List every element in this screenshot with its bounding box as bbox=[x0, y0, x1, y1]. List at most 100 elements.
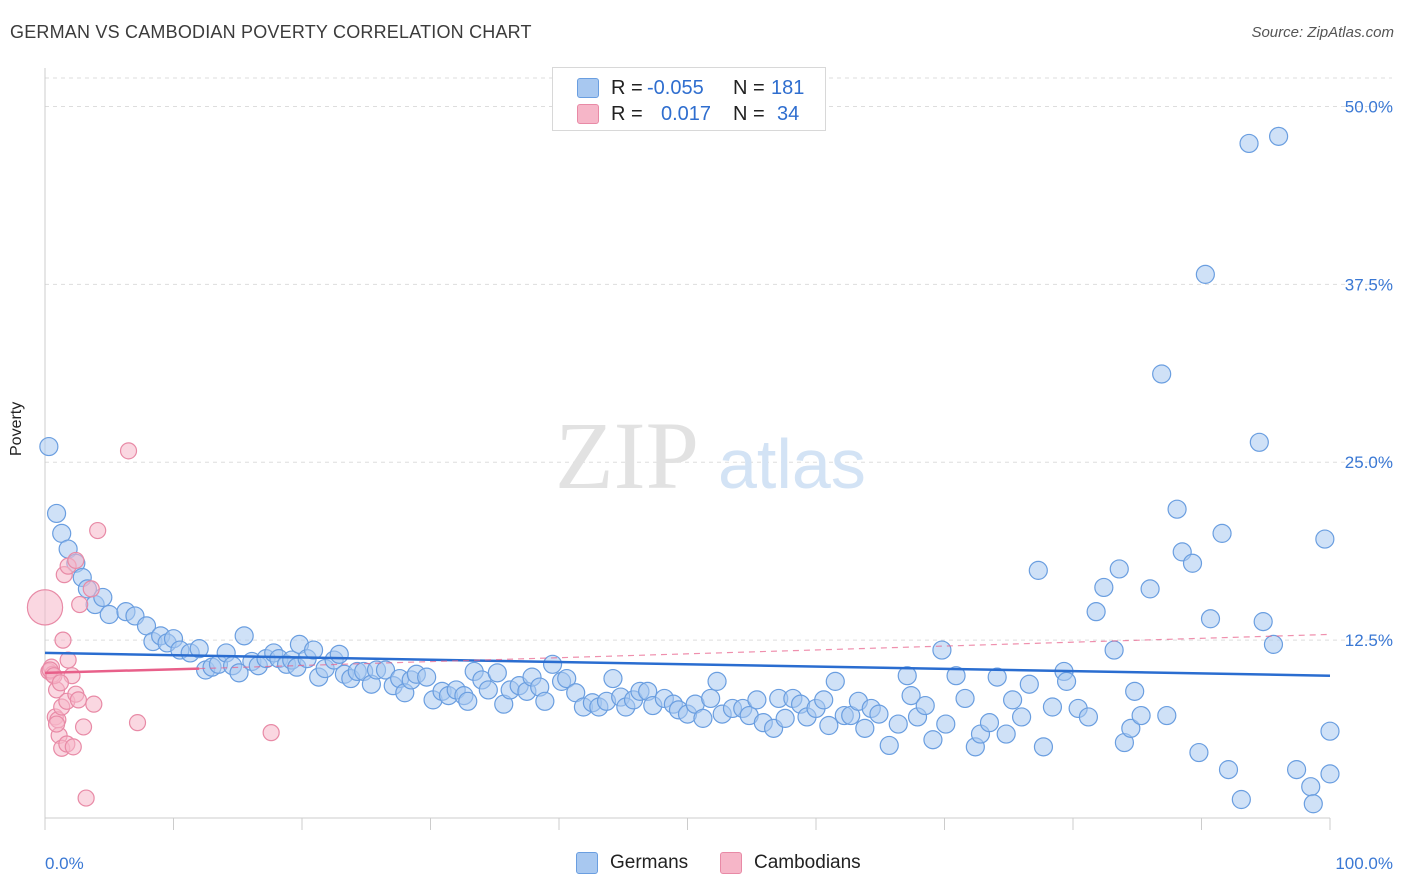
y-tick-label: 12.5% bbox=[1345, 631, 1393, 650]
german-point bbox=[1078, 707, 1099, 727]
source-credit: Source: ZipAtlas.com bbox=[1251, 24, 1394, 41]
cambodians-trend-extension bbox=[199, 633, 1331, 670]
german-point bbox=[458, 691, 478, 711]
german-point bbox=[1218, 760, 1239, 780]
germans-legend-label: Germans bbox=[610, 852, 689, 873]
watermark-zip: ZIP bbox=[555, 402, 699, 509]
german-point bbox=[1140, 579, 1160, 599]
cambodian-point bbox=[85, 695, 103, 713]
cambodian-point bbox=[89, 521, 107, 540]
cambodian-point bbox=[47, 715, 66, 733]
german-point bbox=[693, 708, 713, 728]
n-value: 34 bbox=[777, 102, 800, 125]
legend-row-germans: R = -0.055 N = 181 bbox=[577, 76, 821, 100]
german-point bbox=[819, 715, 839, 736]
german-point bbox=[1195, 264, 1215, 284]
y-tick-label: 25.0% bbox=[1345, 453, 1393, 472]
german-point bbox=[229, 663, 249, 683]
trend-lines bbox=[44, 633, 1331, 677]
correlation-legend: R = -0.055 N = 181 R = 0.017 N = 34 bbox=[552, 67, 826, 131]
cambodian-point bbox=[51, 674, 70, 692]
german-point bbox=[1249, 432, 1269, 452]
german-point bbox=[417, 667, 437, 687]
cambodian-point bbox=[26, 589, 64, 626]
german-point bbox=[897, 666, 917, 686]
german-point bbox=[1239, 133, 1259, 154]
n-label: N = bbox=[733, 76, 765, 99]
cambodian-point bbox=[67, 551, 85, 570]
german-point bbox=[979, 713, 1000, 733]
chart-title: GERMAN VS CAMBODIAN POVERTY CORRELATION … bbox=[10, 22, 532, 42]
r-value: 0.017 bbox=[661, 102, 712, 125]
cambodian-point bbox=[119, 442, 138, 460]
german-point bbox=[1286, 760, 1307, 780]
germans-swatch bbox=[577, 78, 599, 98]
german-point bbox=[1212, 523, 1232, 543]
german-point bbox=[478, 680, 498, 700]
german-point bbox=[234, 626, 254, 646]
german-point bbox=[303, 640, 324, 660]
cambodian-point bbox=[74, 718, 93, 736]
german-point bbox=[39, 436, 59, 457]
german-point bbox=[996, 724, 1016, 744]
german-point bbox=[936, 714, 956, 734]
y-tick-label: 50.0% bbox=[1345, 97, 1393, 116]
cambodians-legend-swatch bbox=[720, 852, 742, 874]
german-point bbox=[1131, 705, 1151, 726]
german-point bbox=[1104, 640, 1124, 660]
german-point bbox=[1157, 705, 1177, 726]
legend-item-cambodians[interactable]: Cambodians bbox=[720, 852, 861, 874]
cambodian-point bbox=[262, 724, 280, 742]
german-point bbox=[946, 666, 966, 686]
german-point bbox=[923, 730, 943, 750]
german-point bbox=[1121, 718, 1141, 738]
german-point bbox=[825, 671, 845, 691]
n-label: N = bbox=[733, 102, 765, 125]
german-point bbox=[1320, 721, 1340, 741]
german-point bbox=[329, 644, 349, 664]
german-point bbox=[1056, 671, 1077, 691]
legend-item-germans[interactable]: Germans bbox=[576, 852, 688, 874]
german-point bbox=[375, 660, 396, 680]
german-point bbox=[542, 654, 563, 674]
german-point bbox=[99, 604, 119, 625]
x-tick-label: 100.0% bbox=[1335, 854, 1393, 873]
cambodian-point bbox=[69, 691, 88, 709]
german-point bbox=[775, 708, 795, 728]
cambodian-point bbox=[82, 580, 100, 598]
german-point bbox=[557, 668, 577, 689]
german-point bbox=[915, 695, 935, 716]
german-point bbox=[1086, 602, 1106, 622]
x-tick-label: 0.0% bbox=[45, 854, 84, 873]
germans-legend-swatch bbox=[576, 852, 598, 874]
german-point bbox=[535, 691, 555, 711]
german-point bbox=[1200, 609, 1221, 629]
german-point bbox=[955, 688, 975, 709]
german-point bbox=[1301, 777, 1321, 797]
germans-points bbox=[39, 126, 1340, 814]
n-value: 181 bbox=[771, 76, 805, 99]
german-point bbox=[1263, 634, 1284, 654]
german-point bbox=[1167, 499, 1187, 519]
german-point bbox=[1003, 690, 1023, 710]
german-point bbox=[1125, 681, 1145, 701]
watermark: ZIP atlas bbox=[555, 402, 866, 509]
german-point bbox=[487, 663, 507, 683]
german-point bbox=[1189, 742, 1209, 763]
german-point bbox=[189, 639, 209, 659]
r-label: R = bbox=[611, 76, 643, 99]
cambodian-point bbox=[128, 714, 147, 732]
watermark-atlas: atlas bbox=[718, 425, 866, 503]
cambodians-points bbox=[26, 442, 280, 807]
german-point bbox=[1152, 364, 1172, 384]
german-point bbox=[707, 671, 727, 691]
tick-labels: 12.5% 25.0% 37.5% 50.0% 0.0% 100.0% bbox=[45, 97, 1393, 873]
german-point bbox=[1033, 737, 1054, 757]
german-point bbox=[1109, 559, 1129, 579]
germans-trend-line bbox=[44, 651, 1331, 677]
r-value: -0.055 bbox=[647, 76, 704, 99]
german-point bbox=[1094, 577, 1114, 598]
german-point bbox=[1028, 560, 1048, 580]
german-point bbox=[46, 503, 67, 524]
german-point bbox=[1011, 707, 1032, 727]
